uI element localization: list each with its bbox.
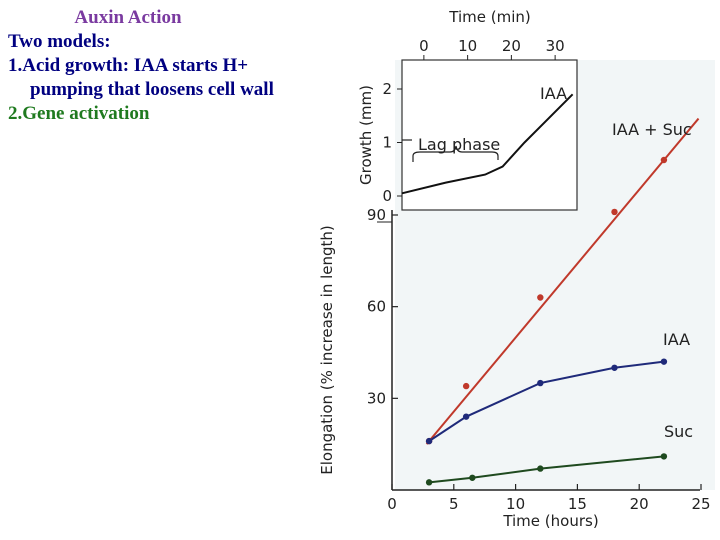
point-iaa-suc-1 bbox=[462, 382, 470, 390]
inset-x-axis-label: Time (min) bbox=[448, 8, 530, 26]
point-iaa-2 bbox=[537, 379, 544, 387]
point-iaa-4 bbox=[660, 358, 668, 365]
inset-ticks: 0 10 20 30 0 1 2 bbox=[382, 37, 564, 205]
model-2: 2.Gene activation bbox=[8, 103, 150, 124]
y-axis-label: Elongation (% increase in length) bbox=[318, 225, 336, 475]
series-label-iaa-suc: IAA + Suc bbox=[612, 120, 692, 139]
slide-subtitle: Two models: bbox=[8, 31, 111, 52]
inset-series bbox=[401, 93, 574, 195]
point-iaa-suc-3 bbox=[611, 208, 618, 216]
series-label-suc: Suc bbox=[664, 422, 693, 441]
point-iaa-3 bbox=[611, 364, 618, 371]
main-ticks: 0 5 10 15 20 25 30 60 90 bbox=[367, 206, 711, 513]
inset-series-labels: IAA bbox=[540, 84, 567, 103]
y-tick-label-30: 30 bbox=[367, 389, 386, 407]
inset-x-tick-label-10: 10 bbox=[458, 37, 477, 55]
series-label-iaa: IAA bbox=[663, 330, 690, 349]
x-tick-label-15: 15 bbox=[568, 495, 587, 513]
model-1-line-1: 1.Acid growth: IAA starts H+ bbox=[8, 55, 249, 76]
x-tick-label-20: 20 bbox=[630, 495, 649, 513]
x-axis-label: Time (hours) bbox=[502, 512, 598, 530]
point-iaa-1 bbox=[462, 413, 470, 420]
point-iaa-0 bbox=[425, 437, 433, 445]
slide-text: Auxin Action Two models: 1.Acid growth: … bbox=[8, 6, 348, 126]
x-tick-label-10: 10 bbox=[506, 495, 525, 513]
model-1-line-2: pumping that loosens cell wall bbox=[30, 79, 274, 100]
inset-x-tick-label-30: 30 bbox=[546, 37, 565, 55]
y-tick-label-90: 90 bbox=[367, 206, 386, 224]
series-line-iaa-suc bbox=[425, 117, 700, 445]
inset-y-tick-label-0: 0 bbox=[382, 187, 392, 205]
inset-y-axis-label: Growth (mm) bbox=[357, 85, 375, 185]
main-points bbox=[425, 156, 668, 486]
x-tick-label-5: 5 bbox=[449, 495, 459, 513]
point-iaa-suc-2 bbox=[537, 294, 544, 301]
main-series-labels: IAA + Suc IAA Suc bbox=[612, 120, 693, 441]
point-suc-2 bbox=[537, 465, 544, 472]
inset-y-tick-label-1: 1 bbox=[382, 134, 392, 152]
inset-frame bbox=[401, 59, 578, 211]
lag-phase-brace bbox=[412, 145, 499, 162]
point-iaa-suc-4 bbox=[660, 156, 668, 164]
inset-x-tick-label-0: 0 bbox=[419, 37, 429, 55]
point-suc-0 bbox=[425, 479, 433, 486]
x-tick-label-0: 0 bbox=[387, 495, 397, 513]
lag-phase-label: Lag phase bbox=[418, 135, 500, 154]
main-axes bbox=[391, 210, 700, 491]
y-tick-label-60: 60 bbox=[367, 298, 386, 316]
point-suc-1 bbox=[469, 474, 476, 481]
series-line-suc bbox=[428, 455, 665, 484]
point-suc-3 bbox=[660, 453, 668, 460]
x-tick-label-25: 25 bbox=[691, 495, 710, 513]
inset-series-line-iaa bbox=[401, 93, 574, 195]
slide-title: Auxin Action bbox=[74, 7, 182, 28]
inset-y-tick-label-2: 2 bbox=[382, 80, 392, 98]
inset-series-label-iaa: IAA bbox=[540, 84, 567, 103]
inset-x-tick-label-20: 20 bbox=[502, 37, 521, 55]
